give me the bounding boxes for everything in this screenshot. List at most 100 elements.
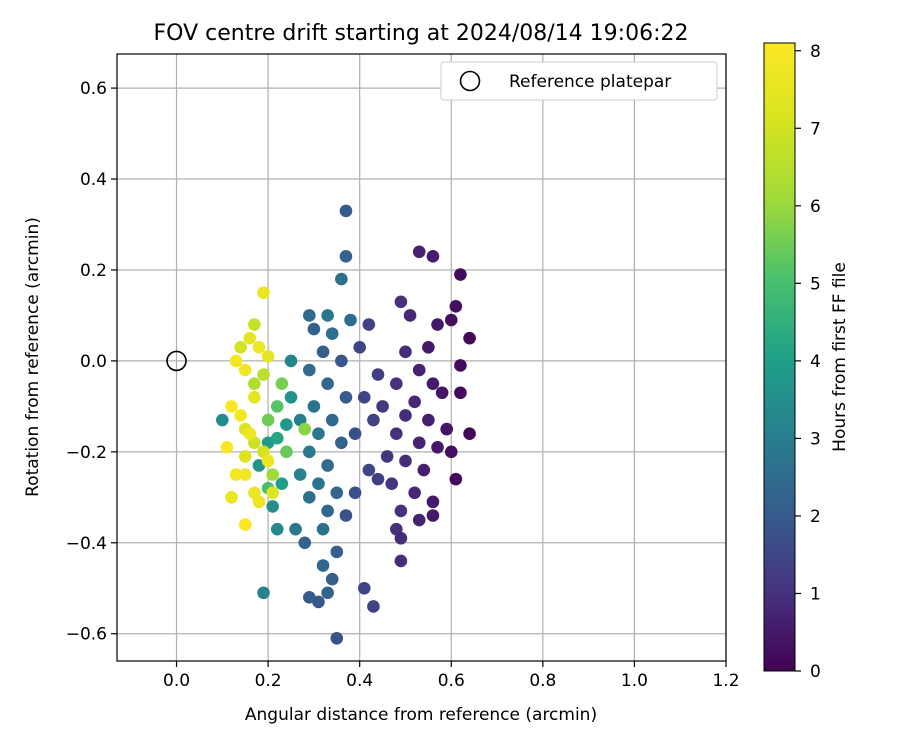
data-point [234,340,247,354]
data-point [449,300,463,313]
data-point [367,413,380,427]
data-point [248,318,261,331]
data-point [371,368,385,381]
data-point [426,495,440,509]
data-point [238,468,252,481]
data-point [261,454,275,468]
data-point [362,318,376,331]
data-point [444,445,458,459]
colorbar-tick-label: 4 [810,352,821,372]
data-point [284,390,298,404]
data-point [394,554,408,568]
data-point [422,413,435,427]
data-point [270,400,284,413]
data-point [399,345,412,359]
y-tick-label: −0.2 [66,443,107,463]
data-point [275,477,289,490]
data-point [330,631,344,645]
data-point [252,340,266,354]
data-point [394,504,408,518]
y-axis-ticks: −0.6 −0.4 −0.2 0.0 0.2 0.4 0.6 [66,79,117,645]
data-point [344,313,357,327]
data-point [280,445,293,459]
data-point [335,436,348,450]
data-point [454,359,467,372]
x-tick-label: 0.8 [529,671,556,691]
x-tick-label: 0.4 [346,671,373,691]
data-point [454,386,467,400]
legend-entry-label: Reference platepar [509,72,671,92]
data-point [243,331,257,345]
data-point [298,422,312,436]
data-point [275,377,289,390]
data-point [238,363,252,377]
x-axis-ticks: 0.0 0.2 0.4 0.6 0.8 1.0 1.2 [163,661,740,691]
data-point [266,500,279,513]
data-point [257,286,270,300]
data-point [335,354,348,368]
data-point [316,559,330,572]
data-point [357,390,371,404]
data-point [422,340,435,354]
data-point [316,522,330,536]
data-point [431,318,444,331]
data-point [339,390,353,404]
data-point [435,386,449,400]
data-point [325,327,339,340]
data-point [234,409,247,422]
data-point [412,245,426,259]
data-point [307,400,321,413]
data-point [225,400,238,413]
y-tick-label: 0.0 [80,352,107,372]
data-point [321,586,334,600]
data-point [303,445,316,459]
data-point [390,377,403,390]
y-tick-label: −0.6 [66,625,107,645]
data-point [449,472,463,486]
data-point [403,309,417,322]
data-point [376,400,389,413]
data-point [225,491,238,504]
data-point [412,363,426,377]
data-point [335,272,348,286]
x-tick-label: 0.2 [255,671,282,691]
colorbar-tick-label: 5 [810,274,821,294]
data-point [220,440,234,454]
data-point [266,468,279,481]
data-point [229,468,243,481]
data-point [408,395,421,409]
colorbar-ticks: 0 1 2 3 4 5 6 7 8 [795,42,821,682]
data-point [321,459,334,472]
y-axis-label: Rotation from reference (arcmin) [23,217,43,497]
data-point [261,413,275,427]
grid-lines [117,54,727,661]
data-point [270,522,284,536]
x-tick-label: 0.0 [163,671,190,691]
data-point [229,354,243,368]
colorbar-label: Hours from first FF file [830,262,850,452]
data-points [216,204,476,645]
data-point [353,340,366,354]
data-point [440,422,453,436]
y-tick-label: 0.2 [80,261,107,281]
data-point [330,545,344,559]
x-tick-label: 0.6 [438,671,465,691]
data-point [339,250,353,263]
data-point [431,440,444,454]
data-point [348,486,362,500]
data-point [266,486,279,500]
data-point [408,486,421,500]
data-point [399,454,412,468]
data-point [394,531,408,545]
data-point [454,268,467,281]
data-point [252,495,266,509]
data-point [248,390,261,404]
y-tick-label: 0.6 [80,79,107,99]
data-point [330,486,344,500]
data-point [312,477,325,490]
data-point [307,322,321,336]
data-point [357,581,371,595]
data-point [463,331,476,345]
colorbar-tick-label: 6 [810,197,821,217]
data-point [385,477,399,490]
